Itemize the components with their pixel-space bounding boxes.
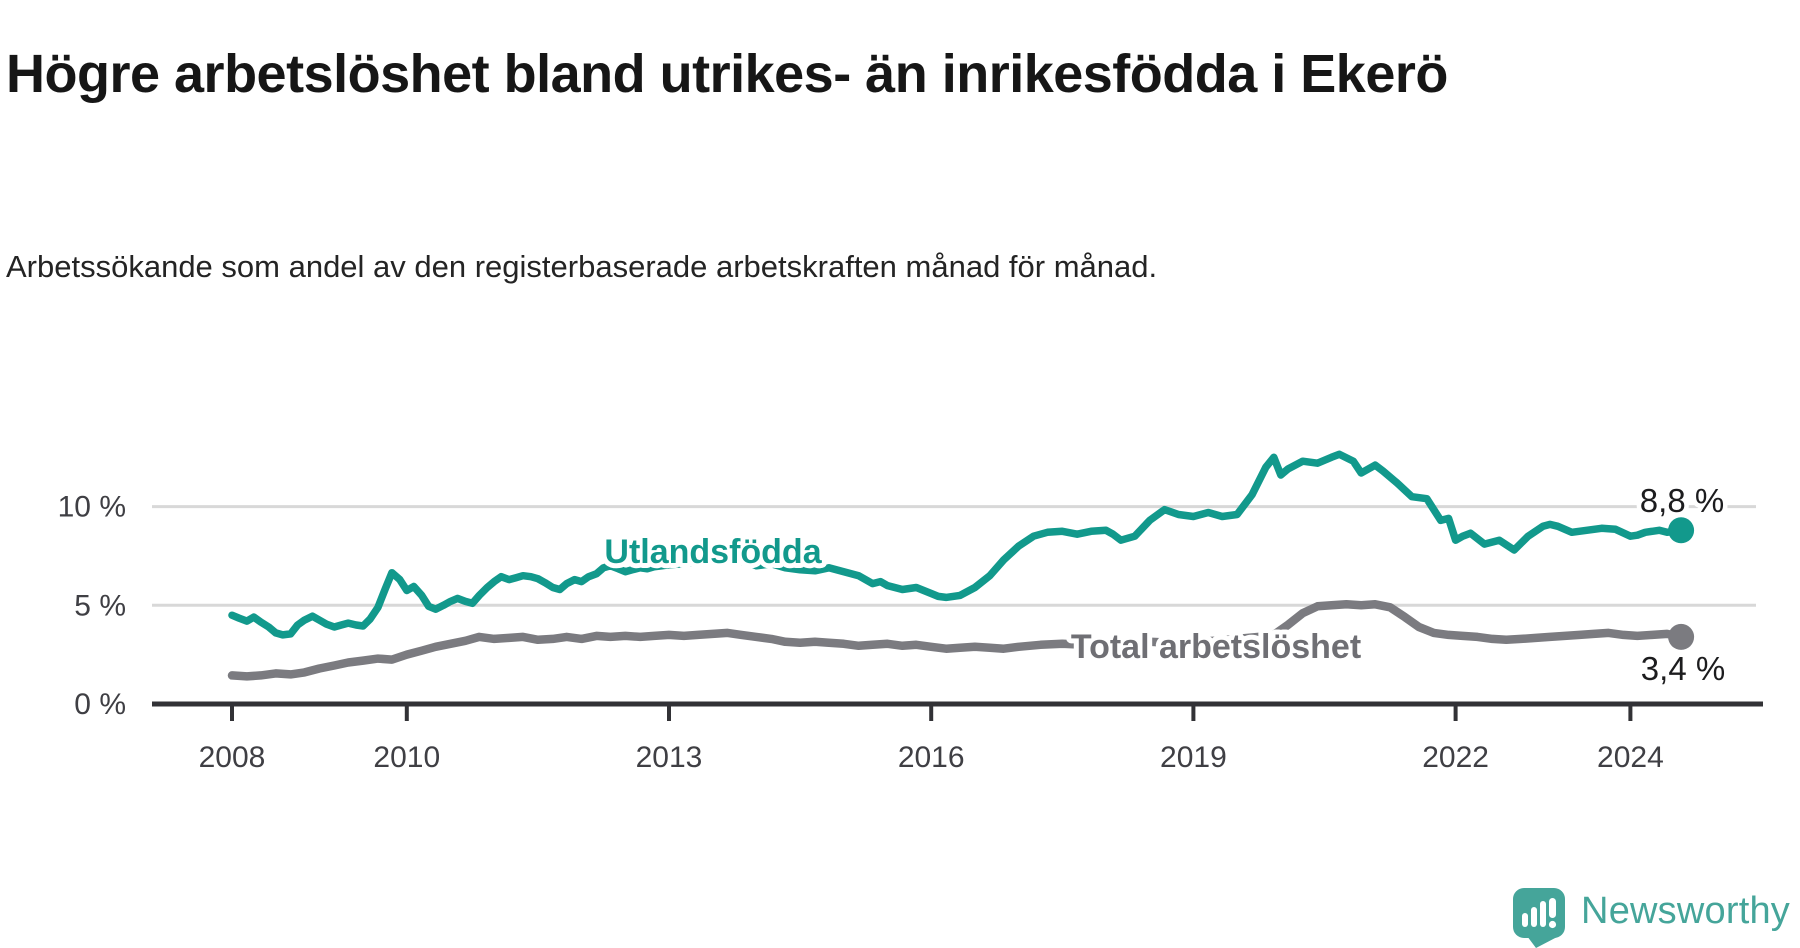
x-tick-label-2013: 2013 [636, 741, 703, 774]
y-tick-label-5: 5 % [74, 589, 126, 622]
x-tick-label-2016: 2016 [898, 741, 965, 774]
axis-tick-labels: 2008 2010 2013 2016 2019 2022 2024 0 % 5 % 10 % [58, 491, 1664, 774]
series-label-total-arbetsloshet: Total arbetslöshet [1071, 628, 1361, 666]
end-dot-total-arbetsloshet [1668, 623, 1695, 650]
logo-bar-large [1540, 901, 1547, 927]
end-value-label-total-arbetsloshet: 3,4 % [1641, 650, 1725, 687]
x-axis [152, 701, 1763, 721]
y-tick-label-10: 10 % [58, 491, 126, 524]
chart-subtitle: Arbetssökande som andel av den registerb… [6, 249, 1158, 284]
annotations: Utlandsfödda Total arbetslöshet 8,8 % 3,… [599, 478, 1729, 692]
data-series [227, 450, 1695, 681]
logo-exclamation-bar [1549, 898, 1557, 918]
logo-exclamation-dot [1548, 920, 1557, 929]
x-tick-label-2010: 2010 [373, 741, 440, 774]
end-value-label-utlandsfodda: 8,8 % [1640, 482, 1724, 519]
newsworthy-logo-icon [1513, 888, 1566, 948]
page-title: Högre arbetslöshet bland utrikes- än inr… [6, 44, 1448, 105]
series-line-total-arbetsloshet [227, 600, 1686, 681]
gridlines [152, 505, 1756, 607]
end-dot-utlandsfodda [1668, 517, 1695, 544]
brand-name: Newsworthy [1581, 889, 1790, 932]
x-tick-label-2022: 2022 [1422, 741, 1489, 774]
newsworthy-brand: Newsworthy [1511, 886, 1790, 948]
y-tick-label-0: 0 % [74, 688, 126, 721]
x-tick-label-2024: 2024 [1597, 741, 1664, 774]
x-tick-label-2019: 2019 [1160, 741, 1227, 774]
logo-bar-medium [1531, 907, 1538, 927]
x-tick-label-2008: 2008 [199, 741, 266, 774]
series-line-utlandsfodda [228, 450, 1685, 639]
logo-bar-small [1522, 913, 1529, 927]
series-label-utlandsfodda: Utlandsfödda [604, 533, 822, 571]
